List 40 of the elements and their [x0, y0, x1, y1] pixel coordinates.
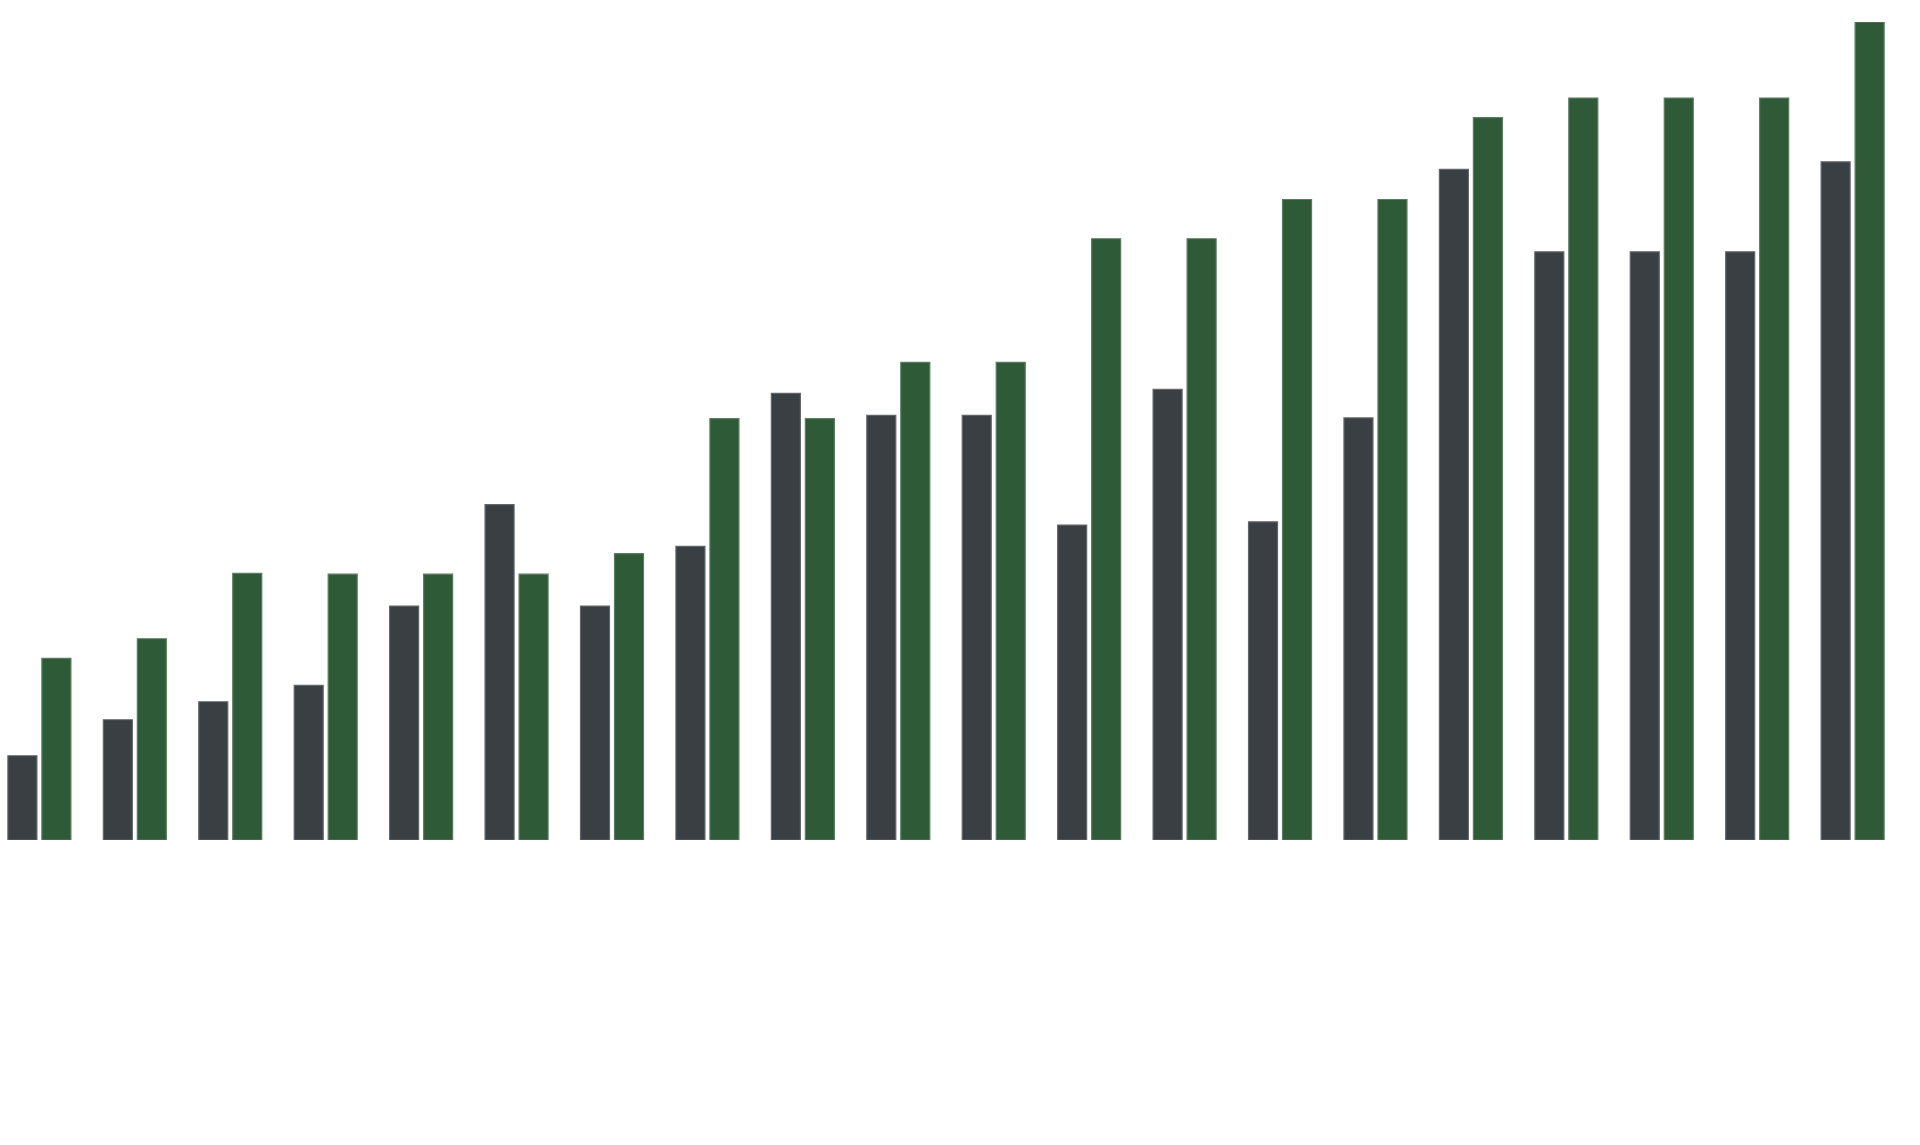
bar: [232, 572, 263, 840]
bar: [1472, 117, 1503, 840]
bar: [423, 573, 454, 840]
bar: [675, 545, 706, 840]
bar: [102, 719, 133, 840]
bar: [484, 504, 515, 840]
bar: [613, 553, 645, 840]
bar: [804, 418, 835, 840]
bar: [1820, 161, 1851, 840]
bar: [136, 638, 167, 840]
bar: [1759, 97, 1790, 840]
bar: [1663, 97, 1694, 840]
bar: [1377, 198, 1408, 840]
bar: [1057, 524, 1088, 840]
bar: [1247, 521, 1279, 840]
bar: [1281, 198, 1313, 840]
bar: [1438, 168, 1469, 840]
bar: [198, 701, 229, 840]
bar: [1629, 251, 1660, 840]
bar: [579, 605, 611, 840]
bar: [1343, 417, 1374, 840]
bar: [1186, 238, 1217, 840]
bar: [1152, 388, 1183, 840]
bar: [1854, 21, 1885, 840]
bar: [1568, 97, 1599, 840]
bar: [7, 755, 38, 840]
bar: [770, 392, 801, 840]
bar: [1091, 238, 1122, 840]
bar: [327, 573, 358, 840]
bar: [293, 684, 324, 840]
bar: [1534, 251, 1565, 840]
bar: [41, 657, 72, 840]
bar: [961, 414, 992, 840]
bar: [995, 361, 1026, 840]
bar: [389, 605, 420, 840]
bar: [518, 573, 549, 840]
bar: [866, 414, 897, 840]
bar: [900, 361, 931, 840]
bar: [709, 418, 740, 840]
bar: [1725, 251, 1756, 840]
